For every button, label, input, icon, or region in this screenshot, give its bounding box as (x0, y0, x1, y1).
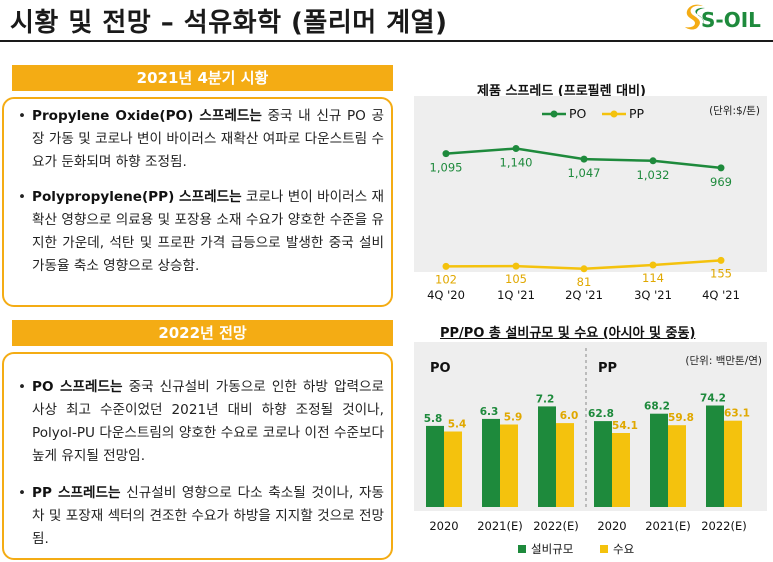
title-rule (0, 40, 773, 42)
bullet-text: 신규설비 영향으로 다소 축소될 것이나, 자동차 및 포장재 섹터의 견조한 … (32, 485, 384, 547)
bullet-dot: • (18, 379, 27, 395)
bar-pp-capacity (594, 421, 612, 507)
page-title: 시황 및 전망 – 석유화학 (폴리머 계열) (10, 8, 448, 38)
section-header-q4-2021: 2021년 4분기 시황 (12, 65, 393, 91)
bar-po-capacity (426, 425, 444, 507)
bar-pp-demand (612, 433, 630, 507)
bar-label-pp: 74.2 (700, 393, 726, 405)
bar-po-demand (500, 424, 518, 507)
bar-po-capacity (482, 418, 500, 507)
bullet-bold: Propylene Oxide(PO) 스프레드는 (32, 108, 262, 124)
bar-label-po: 5.4 (448, 419, 467, 431)
bullet-dot: • (18, 189, 27, 205)
bar-pp-demand (668, 425, 686, 507)
legend-label-pp: PP (629, 106, 645, 121)
x-tick-label: 1Q '21 (497, 288, 535, 302)
data-label-po: 1,140 (500, 156, 533, 170)
bullet-text: 중국 내 신규 PO 공장 가동 및 코로나 변이 바이러스 재확산 여파로 다… (32, 108, 385, 170)
capacity-chart-title: PP/PO 총 설비규모 및 수요 (아시아 및 중동) (440, 326, 696, 341)
bar-label-pp: 63.1 (724, 408, 750, 420)
legend-swatch-capacity (518, 545, 526, 553)
section-header-2022: 2022년 전망 (12, 320, 393, 346)
point-po (717, 164, 725, 172)
x-tick-label: 2021(E) (645, 519, 691, 533)
point-pp (512, 262, 520, 270)
data-label-pp: 155 (710, 266, 732, 280)
bullet-pp-2022: • PP 스프레드는 신규설비 영향으로 다소 축소될 것이나, 자동차 및 포… (18, 482, 384, 551)
bar-label-pp: 59.8 (668, 412, 694, 424)
bar-label-po: 7.2 (536, 393, 555, 405)
bar-label-pp: 54.1 (612, 420, 638, 432)
data-label-pp: 102 (435, 272, 457, 286)
data-label-pp: 105 (505, 272, 527, 286)
data-label-po: 969 (710, 175, 732, 189)
data-label-pp: 81 (577, 275, 592, 289)
point-po (442, 150, 450, 158)
bar-label-po: 6.0 (560, 410, 579, 422)
s-oil-logo-icon (685, 4, 705, 30)
bar-po-demand (444, 431, 462, 507)
section-box-2022: • PO 스프레드는 중국 신규설비 가동으로 인한 하방 압력으로 사상 최고… (2, 352, 393, 560)
bar-pp-demand (724, 420, 742, 507)
x-tick-label: 2022(E) (701, 519, 747, 533)
point-pp (580, 265, 588, 273)
bar-po-capacity (538, 406, 556, 507)
bullet-dot: • (18, 108, 27, 124)
bar-po-demand (556, 423, 574, 507)
bullet-text: 중국 신규설비 가동으로 인한 하방 압력으로 사상 최고 수준이었던 2021… (32, 379, 384, 464)
bar-pp-capacity (650, 413, 668, 507)
data-label-po: 1,047 (568, 166, 601, 180)
point-pp (717, 256, 725, 264)
legend-marker-po (550, 110, 558, 118)
point-pp (649, 261, 657, 269)
point-pp (442, 262, 450, 270)
data-label-pp: 114 (642, 271, 664, 285)
bar-label-pp: 68.2 (644, 401, 670, 413)
point-po (512, 145, 520, 152)
bullet-po-q4: • Propylene Oxide(PO) 스프레드는 중국 내 신규 PO 공… (18, 105, 384, 174)
legend-swatch-demand (600, 545, 608, 553)
spread-chart-title: 제품 스프레드 (프로필렌 대비) (477, 84, 646, 99)
x-tick-label: 2020 (597, 519, 626, 533)
point-po (649, 157, 657, 165)
x-tick-label: 2021(E) (477, 519, 523, 533)
x-tick-label: 4Q '20 (427, 288, 465, 302)
bar-label-po: 6.3 (480, 406, 499, 418)
x-tick-label: 4Q '21 (702, 288, 740, 302)
bullet-dot: • (18, 485, 27, 501)
panel-title-pp: PP (598, 361, 617, 376)
x-tick-label: 3Q '21 (634, 288, 672, 302)
legend-marker-pp (610, 110, 618, 118)
bullet-bold: PP 스프레드는 (32, 485, 121, 501)
line-chart-unit: (단위:$/톤) (709, 104, 760, 117)
bullet-bold: Polypropylene(PP) 스프레드는 (32, 189, 242, 205)
data-label-po: 1,095 (430, 161, 463, 175)
bullet-text: 코로나 변이 바이러스 재확산 영향으로 의료용 및 포장용 소재 수요가 양호… (32, 189, 384, 274)
bullet-pp-q4: • Polypropylene(PP) 스프레드는 코로나 변이 바이러스 재확… (18, 186, 384, 278)
bullet-bold: PO 스프레드는 (32, 379, 123, 395)
legend-label-capacity: 설비규모 (531, 542, 573, 556)
logo-text: S-OIL (701, 8, 761, 32)
spread-line-chart: (단위:$/톤) PO PP 1,095 1,140 1,047 1,032 969 102 10… (414, 96, 767, 302)
bar-pp-capacity (706, 405, 724, 507)
section-box-q4-2021: • Propylene Oxide(PO) 스프레드는 중국 내 신규 PO 공… (2, 97, 393, 307)
legend-label-po: PO (569, 106, 587, 121)
bar-label-po: 5.9 (504, 412, 523, 424)
bar-label-pp: 62.8 (588, 408, 614, 420)
data-label-po: 1,032 (637, 168, 670, 182)
x-tick-label: 2020 (429, 519, 458, 533)
bar-label-po: 5.8 (424, 413, 443, 425)
panel-title-po: PO (430, 361, 451, 376)
x-tick-label: 2022(E) (533, 519, 579, 533)
point-po (580, 155, 588, 163)
capacity-bar-chart: (단위: 백만톤/연) PO 5.8 5.4 2020 6.3 5.9 2021(E) 7.2 6… (414, 342, 767, 556)
line-chart-panel (414, 96, 767, 272)
bullet-po-2022: • PO 스프레드는 중국 신규설비 가동으로 인한 하방 압력으로 사상 최고… (18, 376, 384, 468)
x-tick-label: 2Q '21 (565, 288, 603, 302)
bar-chart-unit: (단위: 백만톤/연) (685, 354, 762, 367)
legend-label-demand: 수요 (613, 542, 634, 556)
